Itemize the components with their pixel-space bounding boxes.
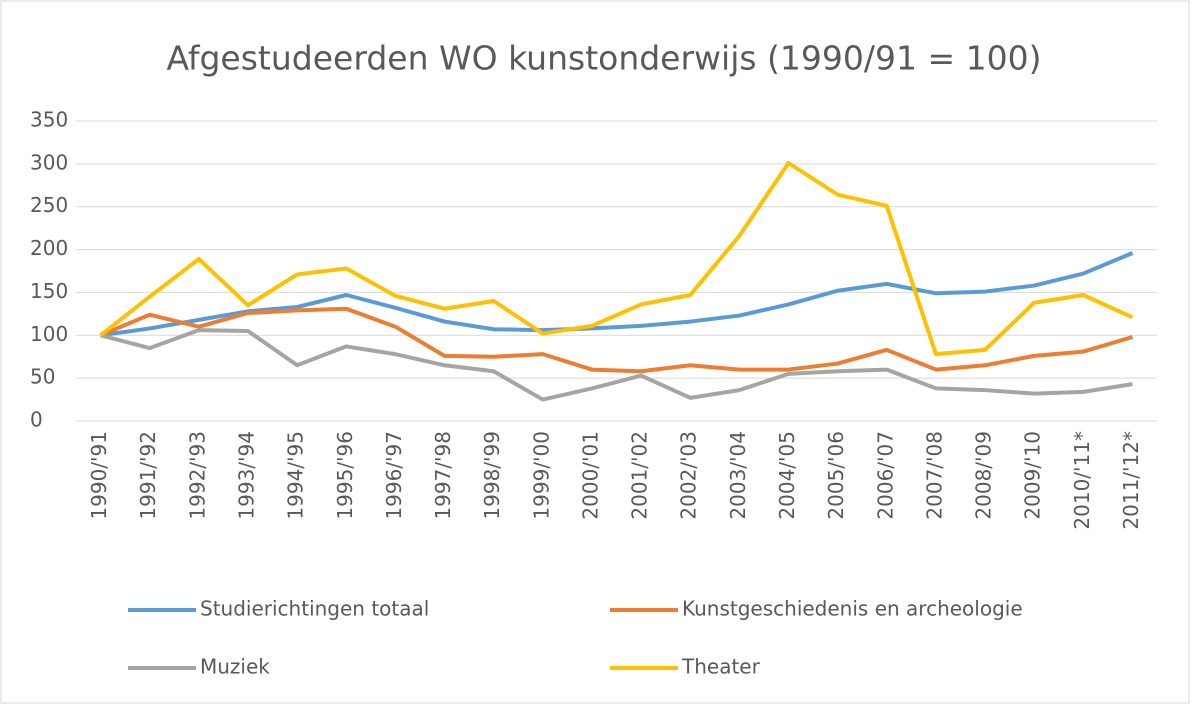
y-tick-label: 300 <box>30 150 68 174</box>
x-tick-label: 1998/'99 <box>480 431 504 520</box>
x-tick-label: 1990/'91 <box>87 431 111 520</box>
y-tick-label: 250 <box>30 193 68 217</box>
x-tick-label: 2004/'05 <box>775 431 799 520</box>
series-line <box>100 328 1133 402</box>
x-tick-label: 2011/'12* <box>1119 431 1143 530</box>
series-line <box>100 251 1134 338</box>
legend-label: Studierichtingen totaal <box>200 597 429 621</box>
x-tick-label: 1993/'94 <box>234 431 258 520</box>
x-tick-label: 1997/'98 <box>431 431 455 520</box>
x-tick-label: 1994/'95 <box>284 431 308 520</box>
x-tick-label: 1999/'00 <box>529 431 553 520</box>
y-tick-label: 350 <box>30 108 68 132</box>
y-tick-label: 150 <box>30 279 68 303</box>
x-tick-label: 2000/'01 <box>578 431 602 520</box>
x-tick-label: 1992/'93 <box>185 431 209 520</box>
chart-title: Afgestudeerden WO kunstonderwijs (1990/9… <box>166 39 1041 78</box>
x-tick-label: 1996/'97 <box>382 431 406 520</box>
x-tick-label: 2006/'07 <box>873 431 897 520</box>
x-tick-label: 2001/'02 <box>628 431 652 520</box>
x-tick-label: 1995/'96 <box>333 431 357 520</box>
y-tick-label: 0 <box>30 408 43 432</box>
y-tick-label: 200 <box>30 236 68 260</box>
y-tick-label: 100 <box>30 322 68 346</box>
legend-label: Theater <box>681 655 761 679</box>
series-line <box>99 306 1134 374</box>
legend-label: Kunstgeschiedenis en archeologie <box>682 597 1023 621</box>
x-tick-label: 2010/'11* <box>1070 431 1094 530</box>
x-tick-label: 2003/'04 <box>726 431 750 520</box>
x-tick-label: 2008/'09 <box>972 431 996 520</box>
x-tick-label: 2009/'10 <box>1021 431 1045 520</box>
x-tick-label: 2005/'06 <box>824 431 848 520</box>
legend-label: Muziek <box>200 655 270 679</box>
series-line <box>99 161 1134 357</box>
x-tick-label: 2007/'08 <box>922 431 946 520</box>
y-tick-label: 50 <box>30 365 55 389</box>
x-tick-label: 2002/'03 <box>677 431 701 520</box>
x-tick-label: 1991/'92 <box>136 431 160 520</box>
